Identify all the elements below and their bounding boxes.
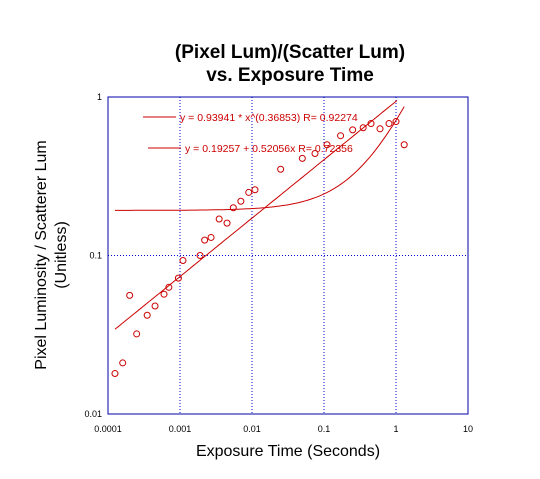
data-point (323, 141, 331, 149)
data-point (251, 186, 259, 194)
chart-subtitle: vs. Exposure Time (206, 65, 374, 86)
data-point (237, 197, 245, 205)
x-tick-label: 0.0001 (94, 424, 122, 434)
data-point (385, 120, 393, 128)
data-point (151, 302, 159, 310)
data-point (376, 125, 384, 133)
data-point (160, 290, 168, 298)
x-tick-label: 0.01 (243, 424, 261, 434)
y-axis-label: Pixel Luminosity / Scatterer Lum (33, 140, 50, 369)
data-point (111, 370, 119, 378)
data-point (119, 359, 127, 367)
y-axis-label-unit: (Unitless) (53, 221, 70, 289)
data-point (126, 291, 134, 299)
chart-title: (Pixel Lum)/(Scatter Lum) (175, 42, 405, 63)
data-point (392, 118, 400, 126)
data-point (277, 165, 285, 173)
data-points (111, 118, 408, 378)
data-point (223, 219, 231, 227)
x-tick-label: 10 (463, 424, 473, 434)
y-tick-label: 0.1 (89, 251, 102, 261)
data-point (133, 330, 141, 338)
data-point (367, 120, 375, 128)
x-tick-label: 1 (393, 424, 398, 434)
grid (108, 97, 468, 414)
fit-curves (114, 100, 405, 330)
fit-curve-linear (115, 106, 405, 211)
data-point (349, 126, 357, 134)
data-point (143, 311, 151, 319)
plot-frame (107, 96, 469, 415)
data-point (311, 150, 319, 158)
tick-labels: 0.0001 0.001 0.01 0.1 1 10 0.01 0.1 1 (84, 92, 473, 434)
data-point (359, 124, 367, 132)
data-point (179, 256, 187, 264)
x-tick-label: 0.001 (169, 424, 192, 434)
data-point (229, 204, 237, 212)
data-point (165, 283, 173, 291)
fit-curve-power (114, 100, 398, 330)
y-tick-label: 1 (97, 92, 102, 102)
data-point (207, 233, 215, 241)
data-point (245, 188, 253, 196)
data-point (337, 132, 345, 140)
x-axis-label: Exposure Time (Seconds) (196, 443, 380, 460)
data-point (215, 215, 223, 223)
x-tick-label: 0.1 (318, 424, 331, 434)
data-point (174, 274, 182, 282)
data-point (400, 141, 408, 149)
data-point (298, 154, 306, 162)
legend-label: y = 0.19257 + 0.52056x R= 0.72356 (185, 143, 353, 155)
data-point (201, 236, 209, 244)
data-point (196, 252, 204, 259)
legend-label: y = 0.93941 * x^(0.36853) R= 0.92274 (180, 112, 358, 124)
y-tick-label: 0.01 (84, 409, 102, 419)
legend: y = 0.93941 * x^(0.36853) R= 0.92274 y = … (143, 112, 358, 155)
